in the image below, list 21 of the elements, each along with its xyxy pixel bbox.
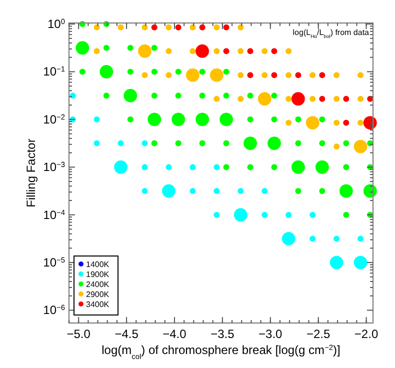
y-tick-label: 10$^{−5}$ — [43, 255, 65, 270]
x-tick-label: −5.0 — [66, 327, 91, 341]
x-tick-label: −2.0 — [354, 327, 378, 341]
y-tick-label: 10$^{−1}$ — [43, 64, 65, 79]
y-tick-label: 10$^{0}$ — [48, 16, 65, 32]
legend-label: 1400K — [86, 260, 110, 269]
legend-label: 3400K — [86, 300, 110, 309]
x-tick-label: −3.5 — [210, 327, 235, 341]
x-tick-label: −4.0 — [162, 327, 187, 341]
legend-label: 2400K — [86, 280, 110, 289]
x-tick-label: −2.5 — [306, 327, 330, 341]
legend-label: 1900K — [86, 270, 110, 279]
y-tick-label: 10$^{−2}$ — [43, 112, 65, 126]
y-axis-title: Filling Factor — [24, 138, 38, 208]
x-axis-title: log(m$_{col}$) of chromosphere break [log(g cm$^{−2}$)] — [102, 342, 340, 360]
y-tick-label: 10$^{−3}$ — [43, 160, 65, 174]
x-tick-label: −3.0 — [258, 327, 283, 341]
y-tick-label: 10$^{−4}$ — [43, 207, 65, 222]
x-tick-label: −4.5 — [114, 327, 139, 341]
y-tick-label: 10$^{−6}$ — [43, 302, 65, 318]
legend-label: 2900K — [86, 290, 110, 299]
